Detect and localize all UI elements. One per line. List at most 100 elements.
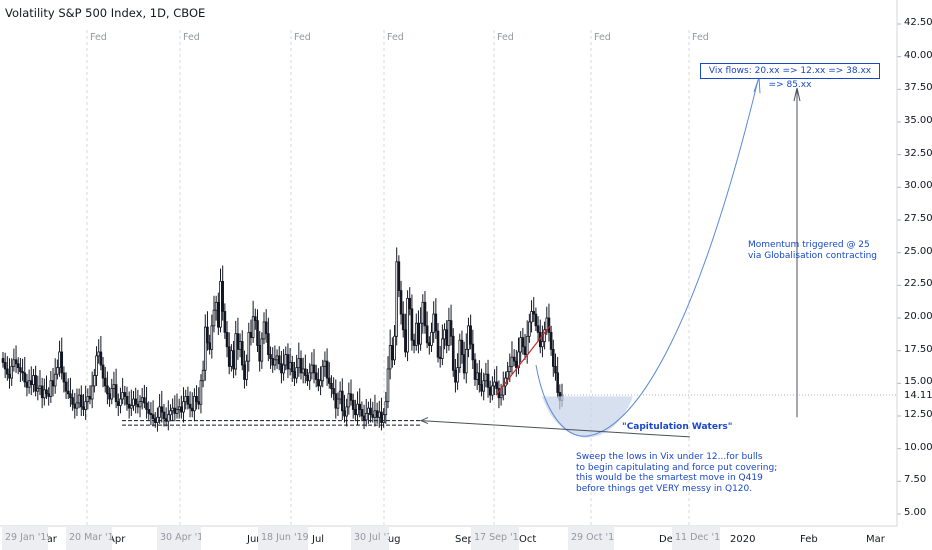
- price-tick-label: 32.50: [904, 147, 932, 159]
- candle-down: [460, 339, 464, 355]
- candle-down: [554, 365, 557, 374]
- candle-down: [471, 343, 475, 361]
- candle-down: [123, 392, 127, 397]
- candle-up: [284, 354, 288, 366]
- candle-up: [421, 301, 425, 324]
- candle-down: [417, 322, 420, 345]
- candle-up: [193, 395, 196, 412]
- candle-down: [428, 342, 431, 346]
- candle-up: [319, 380, 322, 387]
- candle-down: [425, 325, 429, 344]
- projection-curve: [535, 80, 759, 437]
- candle-down: [1, 358, 5, 363]
- sweep-annotation[interactable]: Sweep the lows in Vix under 12...for bul…: [576, 452, 777, 494]
- candle-up: [367, 407, 370, 414]
- candle-down: [134, 398, 137, 405]
- candle-up: [53, 373, 57, 387]
- candle-down: [534, 313, 538, 327]
- candle-down: [271, 358, 275, 366]
- candle-down: [547, 317, 551, 333]
- candle-up: [156, 416, 159, 423]
- candle-up: [121, 392, 124, 400]
- candle-down: [47, 393, 50, 397]
- capitulation-annotation[interactable]: "Capitulation Waters": [622, 422, 733, 432]
- candle-down: [14, 359, 18, 365]
- time-tick-label: Oct: [519, 534, 537, 545]
- candle-down: [280, 363, 283, 374]
- candle-down: [334, 393, 338, 409]
- candle-up: [356, 403, 359, 416]
- candle-up: [10, 365, 14, 379]
- candle-down: [99, 351, 103, 366]
- candle-up: [58, 351, 61, 369]
- candle-up: [212, 309, 216, 327]
- candle-down: [371, 414, 375, 418]
- candle-down: [445, 329, 449, 346]
- price-tick-label: 12.50: [904, 409, 932, 420]
- time-highlight-label: 29 Jan '19: [2, 526, 48, 550]
- price-tick-label: 30.00: [904, 180, 932, 192]
- candle-down: [23, 372, 27, 383]
- candle-down: [106, 385, 109, 395]
- candle-up: [308, 372, 311, 382]
- candle-up: [482, 380, 485, 392]
- sweep-line-4: before things get VERY messy in Q120.: [576, 483, 753, 494]
- fed-label: Fed: [90, 32, 107, 43]
- candle-up: [219, 281, 222, 328]
- candle-up: [36, 388, 40, 392]
- candle-down: [449, 320, 453, 337]
- price-tick-label: 35.00: [904, 115, 932, 126]
- candle-down: [71, 397, 74, 405]
- candle-down: [410, 308, 414, 341]
- candle-up: [97, 351, 101, 357]
- time-tick-label: Jun: [247, 534, 263, 545]
- candle-down: [412, 339, 416, 346]
- time-highlight-label: 29 Oct '19: [568, 526, 614, 550]
- candle-up: [467, 325, 470, 350]
- candle-down: [478, 372, 481, 386]
- candle-up: [484, 373, 488, 382]
- candle-up: [519, 337, 522, 353]
- candle-down: [45, 389, 48, 395]
- candle-down: [264, 321, 268, 335]
- price-tick-label: 15.00: [904, 376, 932, 388]
- candle-up: [282, 364, 285, 374]
- candle-down: [438, 356, 442, 359]
- candle-down: [82, 406, 85, 410]
- time-highlight-label: 11 Dec '19: [672, 526, 720, 550]
- candle-up: [273, 359, 277, 366]
- candle-up: [543, 329, 546, 342]
- candle-down: [454, 369, 457, 383]
- candle-up: [414, 322, 418, 346]
- candle-up: [447, 320, 451, 346]
- candle-down: [343, 410, 346, 417]
- candle-up: [84, 401, 87, 410]
- candle-up: [210, 325, 214, 350]
- candle-down: [354, 409, 357, 416]
- chart-title: Volatility S&P 500 Index, 1D, CBOE: [5, 6, 206, 20]
- candle-down: [304, 368, 307, 376]
- candle-down: [549, 331, 553, 350]
- candle-down: [225, 331, 229, 348]
- candle-up: [441, 338, 444, 359]
- candle-down: [299, 358, 303, 374]
- candle-down: [488, 386, 492, 396]
- candle-up: [406, 297, 409, 353]
- time-tick-label: Jul: [312, 534, 325, 545]
- candle-down: [206, 326, 209, 344]
- grid-lines: [86, 23, 901, 526]
- candle-up: [112, 384, 116, 389]
- candle-up: [458, 339, 462, 369]
- price-tick-label: 20.00: [904, 311, 932, 322]
- candle-down: [330, 382, 333, 389]
- candle-down: [515, 360, 518, 369]
- candle-down: [349, 393, 353, 401]
- vix-flows-annotation[interactable]: Vix flows: 20.xx => 12.xx => 38.xx => 85…: [700, 63, 880, 90]
- candle-down: [227, 346, 231, 367]
- time-tick-label: Aug: [381, 534, 401, 545]
- momentum-line-2: via Globalisation contracting: [748, 250, 878, 261]
- candle-down: [162, 411, 166, 420]
- momentum-annotation[interactable]: Momentum triggered @ 25 via Globalisatio…: [748, 240, 877, 261]
- time-highlight-label: 20 Mar '19: [66, 526, 112, 550]
